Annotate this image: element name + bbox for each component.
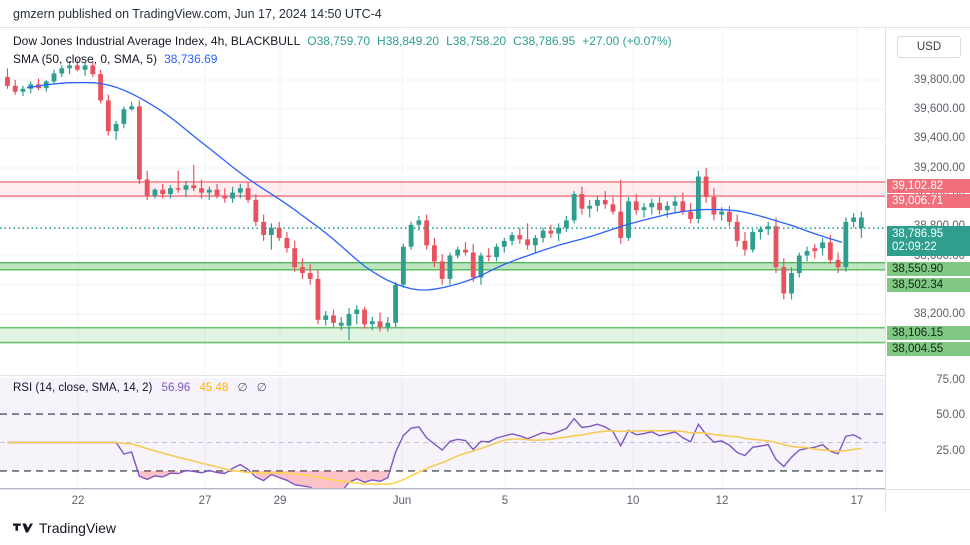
rsi-legend: RSI (14, close, SMA, 14, 2) 56.96 45.48 … [13, 380, 267, 394]
legend-open: O38,759.70 [307, 34, 371, 48]
chart-frame: Dow Jones Industrial Average Index, 4h, … [0, 27, 970, 513]
time-tick-5: 10 [626, 495, 640, 507]
countdown-timer: 02:09:22 [892, 241, 937, 253]
currency-badge[interactable]: USD [897, 36, 961, 58]
legend-low: L38,758.20 [446, 34, 507, 48]
footer-bar: TradingView [0, 511, 970, 545]
time-tick-3: Jun [392, 495, 412, 507]
time-tick-1: 27 [198, 495, 212, 507]
price-badge-resistance-lower[interactable]: 39,006.71 [887, 194, 970, 208]
rsi-legend-extra-1: ∅ [237, 382, 248, 394]
legend-sma-name[interactable]: SMA (50, close, 0, SMA, 5) [13, 52, 158, 66]
rsi-band-fill [0, 378, 885, 470]
candlestick-canvas [0, 28, 885, 373]
price-badge-support-lower[interactable]: 38,502.34 [887, 278, 970, 292]
rsi-tick-2: 25.00 [936, 445, 965, 457]
legend-change: +27.00 (+0.07%) [582, 34, 672, 48]
pane-divider [0, 375, 885, 376]
time-tick-0: 22 [71, 495, 85, 507]
chart-legend: Dow Jones Industrial Average Index, 4h, … [13, 33, 672, 67]
axis-separator [885, 490, 886, 513]
time-tick-7: 17 [850, 495, 864, 507]
rsi-tick-1: 50.00 [936, 409, 965, 421]
rsi-baseline [0, 488, 885, 489]
price-badge-support-upper[interactable]: 38,550.90 [887, 262, 970, 276]
time-tick-2: 29 [273, 495, 287, 507]
rsi-tick-0: 75.00 [936, 374, 965, 386]
time-tick-4: 5 [501, 495, 509, 507]
rsi-legend-name[interactable]: RSI (14, close, SMA, 14, 2) [13, 382, 153, 394]
price-badge-last-price[interactable]: 38,786.95 02:09:22 [887, 226, 970, 256]
publish-header: gmzern published on TradingView.com, Jun… [0, 0, 970, 27]
price-pane[interactable] [0, 28, 885, 373]
rsi-pane[interactable] [0, 378, 885, 489]
price-axis[interactable]: USD 39,800.00 39,600.00 39,400.00 39,200.00… [885, 28, 970, 489]
rsi-legend-sma-value: 45.48 [199, 382, 229, 394]
price-tick-0: 39,800.00 [913, 74, 965, 86]
price-badge-support2-lower[interactable]: 38,004.55 [887, 342, 970, 356]
price-badge-resistance-upper[interactable]: 39,102.82 [887, 179, 970, 193]
legend-sma-value: 38,736.69 [164, 52, 218, 66]
publish-text: gmzern published on TradingView.com, Jun… [13, 6, 382, 21]
price-tick-8: 38,200.00 [913, 308, 965, 320]
price-tick-2: 39,400.00 [913, 132, 965, 144]
price-tick-3: 39,200.00 [913, 162, 965, 174]
price-badge-support2-upper[interactable]: 38,106.15 [887, 326, 970, 340]
rsi-legend-extra-2: ∅ [256, 382, 267, 394]
time-axis[interactable]: 22 27 29 Jun 5 10 12 17 [0, 489, 970, 513]
price-tick-1: 39,600.00 [913, 103, 965, 115]
legend-symbol[interactable]: Dow Jones Industrial Average Index, 4h, … [13, 34, 301, 48]
legend-high: H38,849.20 [377, 34, 440, 48]
time-tick-6: 12 [715, 495, 729, 507]
legend-ohlc-row: Dow Jones Industrial Average Index, 4h, … [13, 33, 672, 49]
tradingview-brand: TradingView [39, 520, 117, 536]
rsi-canvas [0, 378, 885, 489]
rsi-legend-value: 56.96 [161, 382, 191, 394]
tradingview-logo-icon [13, 521, 33, 535]
legend-close: C38,786.95 [513, 34, 576, 48]
legend-sma-row: SMA (50, close, 0, SMA, 5) 38,736.69 [13, 51, 672, 67]
